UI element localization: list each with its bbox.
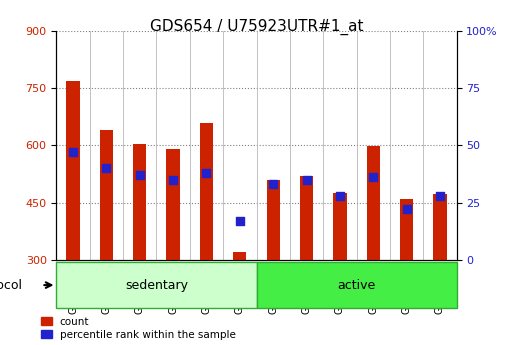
Point xyxy=(69,149,77,155)
Point xyxy=(402,207,410,212)
Bar xyxy=(133,144,146,260)
Bar xyxy=(66,81,80,260)
Text: sedentary: sedentary xyxy=(125,279,188,292)
Point xyxy=(102,166,110,171)
Bar xyxy=(333,193,346,260)
Point xyxy=(369,175,377,180)
Point xyxy=(169,177,177,183)
Bar xyxy=(400,199,413,260)
Legend: count, percentile rank within the sample: count, percentile rank within the sample xyxy=(41,317,236,340)
Bar xyxy=(100,130,113,260)
Bar xyxy=(366,146,380,260)
Text: protocol: protocol xyxy=(0,279,23,292)
Bar xyxy=(166,149,180,260)
Point xyxy=(302,177,310,183)
Point xyxy=(336,193,344,198)
Bar xyxy=(267,180,280,260)
Bar xyxy=(300,176,313,260)
Point xyxy=(436,193,444,198)
Point xyxy=(235,218,244,224)
Bar xyxy=(233,252,246,260)
Bar xyxy=(56,262,256,308)
Text: active: active xyxy=(338,279,376,292)
Bar xyxy=(433,194,446,260)
Point xyxy=(202,170,210,176)
Text: GDS654 / U75923UTR#1_at: GDS654 / U75923UTR#1_at xyxy=(150,19,363,35)
Point xyxy=(135,172,144,178)
Point xyxy=(269,181,277,187)
Bar xyxy=(200,122,213,260)
Bar xyxy=(256,262,457,308)
